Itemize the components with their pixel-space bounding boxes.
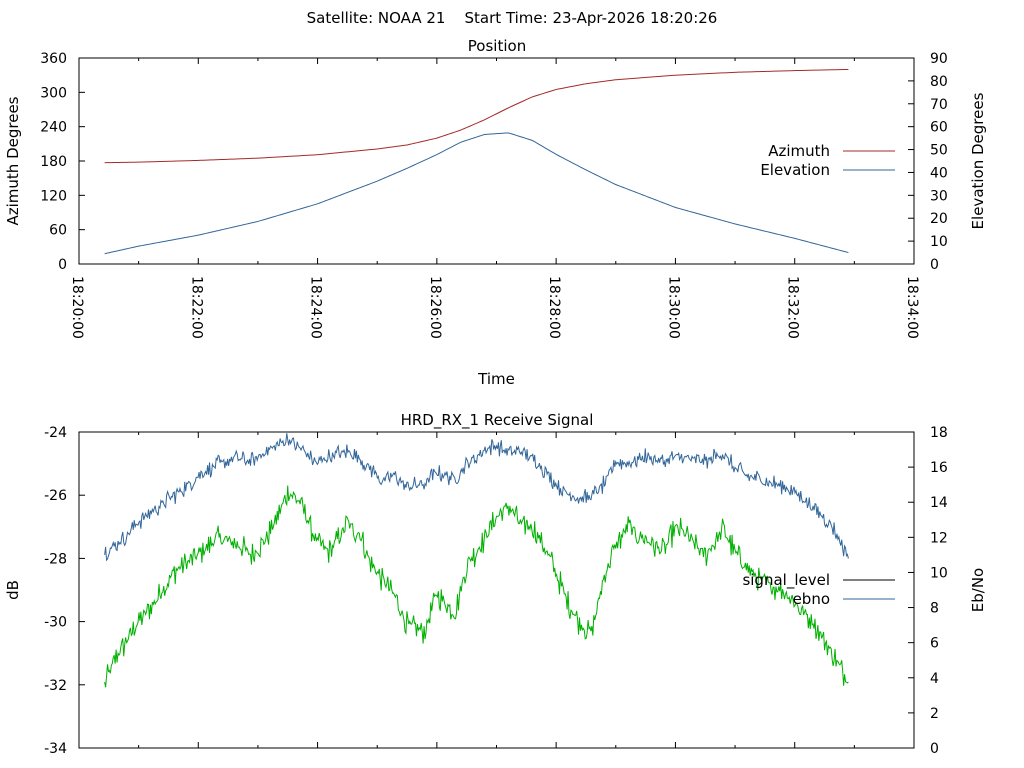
position-x-tick-label: 18:26:00 — [427, 276, 443, 339]
position-y-tick-label: 180 — [40, 154, 67, 170]
position-y-tick-label: 360 — [40, 51, 67, 67]
signal-y-tick-label: -24 — [44, 425, 67, 441]
signal-y2-tick-label: 0 — [930, 741, 939, 757]
position-y2-axis-label: Elevation Degrees — [969, 92, 987, 229]
position-x-tick-label: 18:32:00 — [785, 276, 801, 339]
position-chart: 18:20:00 18:22:00 18:24:00 18:26:00 18:28:00… — [4, 51, 987, 388]
position-y2-tick-label: 80 — [930, 74, 948, 90]
position-y2-tick-label: 10 — [930, 234, 948, 250]
signal-y2-tick-label: 14 — [930, 495, 948, 511]
signal-y2-tick-label: 12 — [930, 530, 948, 546]
main-title: Satellite: NOAA 21 Start Time: 23-Apr-20… — [307, 9, 718, 27]
signal-legend-label-ebno: ebno — [793, 590, 830, 608]
position-y2-tick-label: 70 — [930, 97, 948, 113]
position-x-axis-label: Time — [477, 370, 515, 388]
signal-y-axis-label: dB — [4, 580, 22, 600]
signal-y-tick-label: -30 — [44, 615, 67, 631]
position-legend-label-elevation: Elevation — [760, 161, 830, 179]
signal-y2-tick-label: 4 — [930, 671, 939, 687]
signal-y2-tick-label: 18 — [930, 425, 948, 441]
signal-y2-tick-label: 2 — [930, 706, 939, 722]
position-y2-tick-label: 90 — [930, 51, 948, 67]
position-series-elevation-line — [104, 132, 849, 255]
signal-series-signal_level-line — [104, 485, 849, 688]
position-y2-tick-label: 20 — [930, 211, 948, 227]
position-y2-tick-label: 50 — [930, 143, 948, 159]
position-y2-tick-label: 60 — [930, 120, 948, 136]
position-y2-tick-label: 30 — [930, 188, 948, 204]
position-y-tick-label: 0 — [58, 257, 67, 273]
position-legend-label-azimuth: Azimuth — [768, 142, 830, 160]
position-y-axis-label: Azimuth Degrees — [4, 96, 22, 225]
signal-chart: -34 -32 -30 -28 -26 -24 0 2 4 6 8 10 12 14 16 18 dB Eb/No… — [4, 425, 987, 757]
signal-y2-axis-label: Eb/No — [969, 568, 987, 612]
signal-y-tick-label: -32 — [44, 678, 67, 694]
signal-y-tick-label: -34 — [44, 741, 67, 757]
position-series-azimuth-line — [104, 68, 849, 164]
signal-y2-tick-label: 16 — [930, 460, 948, 476]
position-y-tick-label: 300 — [40, 85, 67, 101]
signal-y-tick-label: -28 — [44, 551, 67, 567]
position-x-tick-label: 18:24:00 — [308, 276, 324, 339]
signal-chart-title: HRD_RX_1 Receive Signal — [401, 411, 594, 430]
position-x-tick-label: 18:20:00 — [69, 276, 85, 339]
signal-y2-tick-label: 10 — [930, 565, 948, 581]
position-y-tick-label: 60 — [49, 223, 67, 239]
position-x-tick-label: 18:28:00 — [546, 276, 562, 339]
signal-y-tick-label: -26 — [44, 488, 67, 504]
position-x-tick-label: 18:34:00 — [904, 276, 920, 339]
signal-y2-tick-label: 8 — [930, 601, 939, 617]
signal-legend-label-signal_level: signal_level — [742, 571, 830, 590]
signal-y2-tick-label: 6 — [930, 636, 939, 652]
position-y-tick-label: 240 — [40, 120, 67, 136]
position-chart-title: Position — [468, 37, 526, 55]
position-y-tick-label: 120 — [40, 188, 67, 204]
signal-plot-frame — [78, 431, 915, 749]
signal-series-ebno-line — [104, 433, 849, 562]
position-x-tick-label: 18:30:00 — [665, 276, 681, 339]
position-y2-tick-label: 0 — [930, 257, 939, 273]
position-y2-tick-label: 40 — [930, 165, 948, 181]
position-x-tick-label: 18:22:00 — [188, 276, 204, 339]
